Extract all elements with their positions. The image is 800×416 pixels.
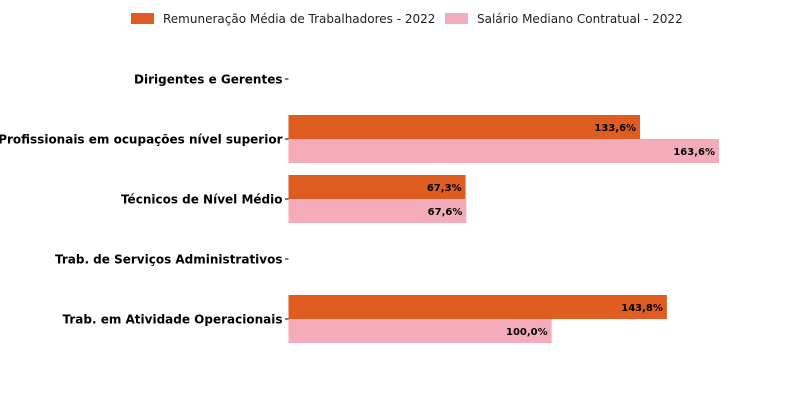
data-label-series2-profissionais-em-ocupacoes-nivel-superior: 163,6% xyxy=(673,147,715,158)
bar-series1-tecnicos-de-nivel-medio xyxy=(288,175,466,199)
data-label-series2-tecnicos-de-nivel-medio: 67,6% xyxy=(428,207,463,218)
data-labels: 133,6% 67,3% 143,8% 163,6% 67,6% 100,0% xyxy=(427,123,715,338)
y-label-trab-de-servicos-administrativos: Trab. de Serviços Administrativos xyxy=(55,253,283,267)
data-label-series1-tecnicos-de-nivel-medio: 67,3% xyxy=(427,183,462,194)
data-label-series1-trab-em-atividade-operacionais: 143,8% xyxy=(621,303,663,314)
legend-label-2: Salário Mediano Contratual - 2022 xyxy=(477,12,683,26)
bar-series1-trab-em-atividade-operacionais xyxy=(288,295,667,319)
y-label-tecnicos-de-nivel-medio: Técnicos de Nível Médio xyxy=(121,193,283,207)
legend-swatch-1 xyxy=(131,13,154,24)
bar-series1-profissionais-em-ocupacoes-nivel-superior xyxy=(288,115,641,139)
data-label-series2-trab-em-atividade-operacionais: 100,0% xyxy=(506,327,548,338)
legend-swatch-2 xyxy=(445,13,468,24)
data-label-series1-profissionais-em-ocupacoes-nivel-superior: 133,6% xyxy=(594,123,636,134)
bar-series2-profissionais-em-ocupacoes-nivel-superior xyxy=(288,139,719,163)
y-label-trab-em-atividade-operacionais: Trab. em Atividade Operacionais xyxy=(62,313,282,327)
y-label-dirigentes-e-gerentes: Dirigentes e Gerentes xyxy=(134,73,283,87)
bar-series2-tecnicos-de-nivel-medio xyxy=(288,199,467,223)
legend: Remuneração Média de Trabalhadores - 202… xyxy=(131,12,683,26)
bar-series2-trab-em-atividade-operacionais xyxy=(288,319,552,343)
legend-label-1: Remuneração Média de Trabalhadores - 202… xyxy=(163,12,435,26)
y-label-profissionais-em-ocupacoes-nivel-superior: Profissionais em ocupações nível superio… xyxy=(0,133,283,147)
bars xyxy=(288,115,719,343)
y-axis: Dirigentes e Gerentes Profissionais em oc… xyxy=(0,73,289,327)
